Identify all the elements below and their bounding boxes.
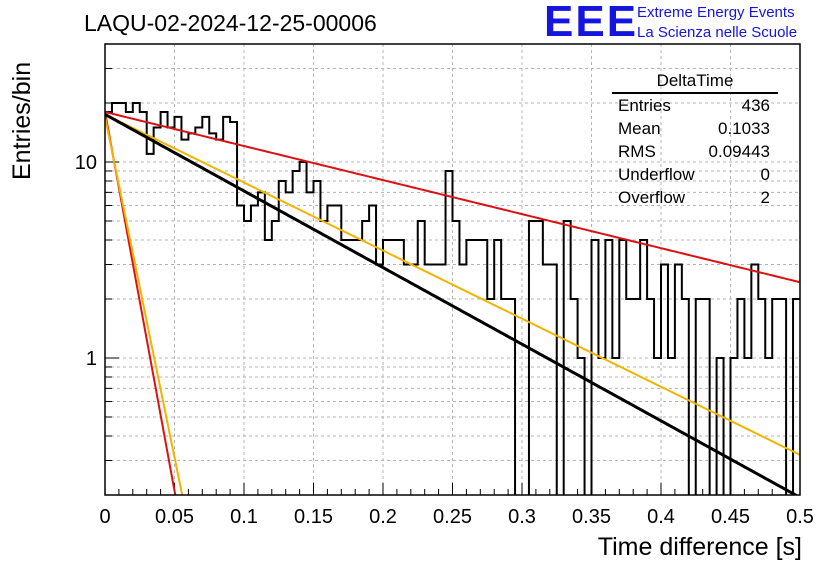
fit-curve	[105, 110, 800, 284]
x-axis-label: Time difference [s]	[597, 533, 802, 561]
stats-row-overflow: Overflow 2	[612, 186, 778, 209]
fit-curve	[105, 113, 800, 456]
x-tick-label: 0.15	[294, 506, 333, 528]
plot-frame	[104, 43, 801, 496]
stats-row-underflow: Underflow 0	[612, 163, 778, 186]
x-tick-label: 0.5	[786, 506, 814, 528]
x-tick-label: 0.1	[230, 506, 258, 528]
histogram-series	[105, 102, 800, 495]
x-tick-label: 0.4	[647, 506, 675, 528]
y-tick-label: 1	[86, 348, 97, 370]
y-axis-label: Entries/bin	[8, 61, 36, 180]
stats-label: Overflow	[618, 188, 686, 207]
stats-value: 0	[760, 165, 770, 184]
fit-curve	[105, 116, 184, 495]
stats-row-mean: Mean 0.1033	[612, 117, 778, 140]
x-tick-label: 0.2	[369, 506, 397, 528]
run-title: LAQU-02-2024-12-25-00006	[84, 10, 377, 36]
stats-label: Mean	[618, 119, 661, 138]
x-tick-label: 0.45	[711, 506, 750, 528]
y-tick-label: 10	[75, 152, 97, 174]
stats-label: Underflow	[618, 165, 695, 184]
stats-row-rms: RMS 0.09443	[612, 140, 778, 163]
stats-value: 436	[741, 96, 770, 115]
stats-box: DeltaTime Entries 436 Mean 0.1033 RMS 0.…	[612, 70, 778, 209]
logo-subtitle-line1: Extreme Energy Events	[637, 4, 795, 21]
stats-value: 2	[760, 188, 770, 207]
stats-label: Entries	[618, 96, 671, 115]
x-tick-label: 0.05	[155, 506, 194, 528]
stats-value: 0.1033	[718, 119, 770, 138]
stats-label: RMS	[618, 142, 656, 161]
x-tick-label: 0	[99, 506, 110, 528]
fit-curve	[105, 113, 799, 495]
stats-row-entries: Entries 436	[612, 94, 778, 117]
stats-value: 0.09443	[708, 142, 770, 161]
x-tick-label: 0.3	[508, 506, 536, 528]
stats-title: DeltaTime	[612, 70, 778, 94]
eee-logo: EEE	[544, 0, 639, 46]
x-tick-label: 0.25	[433, 506, 472, 528]
logo-subtitle-line2: La Scienza nelle Scuole	[637, 24, 798, 41]
x-tick-label: 0.35	[572, 506, 611, 528]
